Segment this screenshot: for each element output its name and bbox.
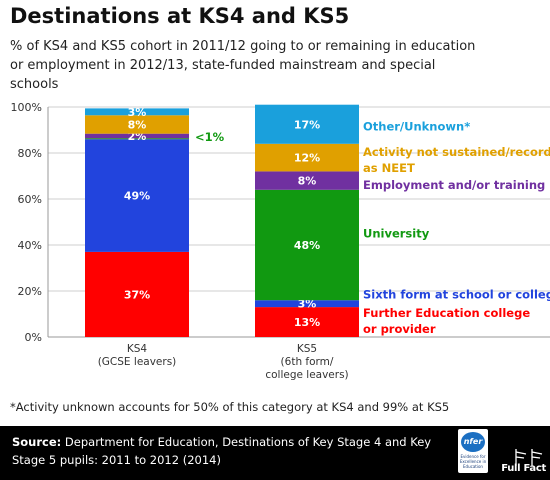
legend-label: Other/Unknown* bbox=[363, 120, 470, 134]
y-tick-label: 20% bbox=[18, 285, 42, 298]
stacked-bar-chart: 0%20%40%60%80%100%37%49%2%8%3%KS4(GCSE l… bbox=[11, 101, 550, 381]
legend-label: University bbox=[363, 227, 430, 241]
legend-label: Activity not sustained/recorded bbox=[363, 145, 550, 159]
source-text: Source: Department for Education, Destin… bbox=[12, 433, 432, 469]
bar-data-label: 37% bbox=[124, 288, 150, 301]
nfer-logo: nfer Evidence for Excellence in Educatio… bbox=[458, 429, 488, 473]
bar-annotation: <1% bbox=[195, 130, 225, 144]
bar-segment bbox=[85, 139, 189, 252]
bar-segment bbox=[85, 108, 189, 116]
y-tick-label: 40% bbox=[18, 239, 42, 252]
fullfact-logo-text: Full Fact bbox=[501, 463, 546, 474]
footnote: *Activity unknown accounts for 50% of th… bbox=[10, 400, 450, 414]
x-category-sublabel: college leavers) bbox=[265, 369, 348, 381]
bar-data-label: 12% bbox=[294, 152, 320, 165]
y-tick-label: 100% bbox=[11, 101, 42, 114]
legend-label: Employment and/or training bbox=[363, 178, 545, 192]
bar-segment bbox=[85, 251, 189, 337]
bar-data-label: 8% bbox=[298, 175, 317, 188]
x-category-sublabel: (GCSE leavers) bbox=[98, 356, 177, 368]
bar-segment bbox=[255, 171, 359, 190]
bar-data-label: 48% bbox=[294, 239, 320, 252]
bar-segment bbox=[85, 115, 189, 134]
bar-segment bbox=[255, 143, 359, 172]
chart-title: Destinations at KS4 and KS5 bbox=[10, 4, 350, 28]
y-tick-label: 60% bbox=[18, 193, 42, 206]
chart-subtitle: % of KS4 and KS5 cohort in 2011/12 going… bbox=[10, 39, 476, 92]
y-tick-label: 0% bbox=[25, 331, 42, 344]
bar-data-label: 17% bbox=[294, 118, 320, 131]
bar-data-label: 13% bbox=[294, 316, 320, 329]
source-footer: Source: Department for Education, Destin… bbox=[0, 426, 550, 480]
bar-data-label: 49% bbox=[124, 190, 150, 203]
bar-data-label: 8% bbox=[128, 118, 147, 131]
nfer-logo-tagline: Evidence for Excellence in Education bbox=[459, 454, 487, 469]
fullfact-logo: Full Fact bbox=[498, 446, 548, 476]
bar-segment bbox=[85, 133, 189, 139]
bar-segment bbox=[255, 300, 359, 308]
source-body: Department for Education, Destinations o… bbox=[12, 435, 432, 467]
x-category-sublabel: (6th form/ bbox=[281, 356, 334, 368]
legend-label: Sixth form at school or college bbox=[363, 287, 550, 301]
bar-segment bbox=[85, 138, 189, 140]
x-category-label: KS5 bbox=[297, 343, 317, 355]
bar-segment bbox=[255, 307, 359, 337]
bar-data-label: 3% bbox=[298, 298, 317, 311]
bar-segment bbox=[255, 104, 359, 144]
source-label: Source: bbox=[12, 435, 62, 449]
legend-label: Further Education college bbox=[363, 306, 530, 320]
bar-data-label: 3% bbox=[128, 106, 147, 119]
fullfact-logo-mark bbox=[515, 449, 543, 466]
bar-segment bbox=[255, 189, 359, 301]
x-category-label: KS4 bbox=[127, 343, 148, 355]
legend-label: as NEET bbox=[363, 161, 415, 175]
y-tick-label: 80% bbox=[18, 147, 42, 160]
legend-label: or provider bbox=[363, 322, 436, 336]
nfer-logo-mark: nfer bbox=[461, 432, 485, 452]
